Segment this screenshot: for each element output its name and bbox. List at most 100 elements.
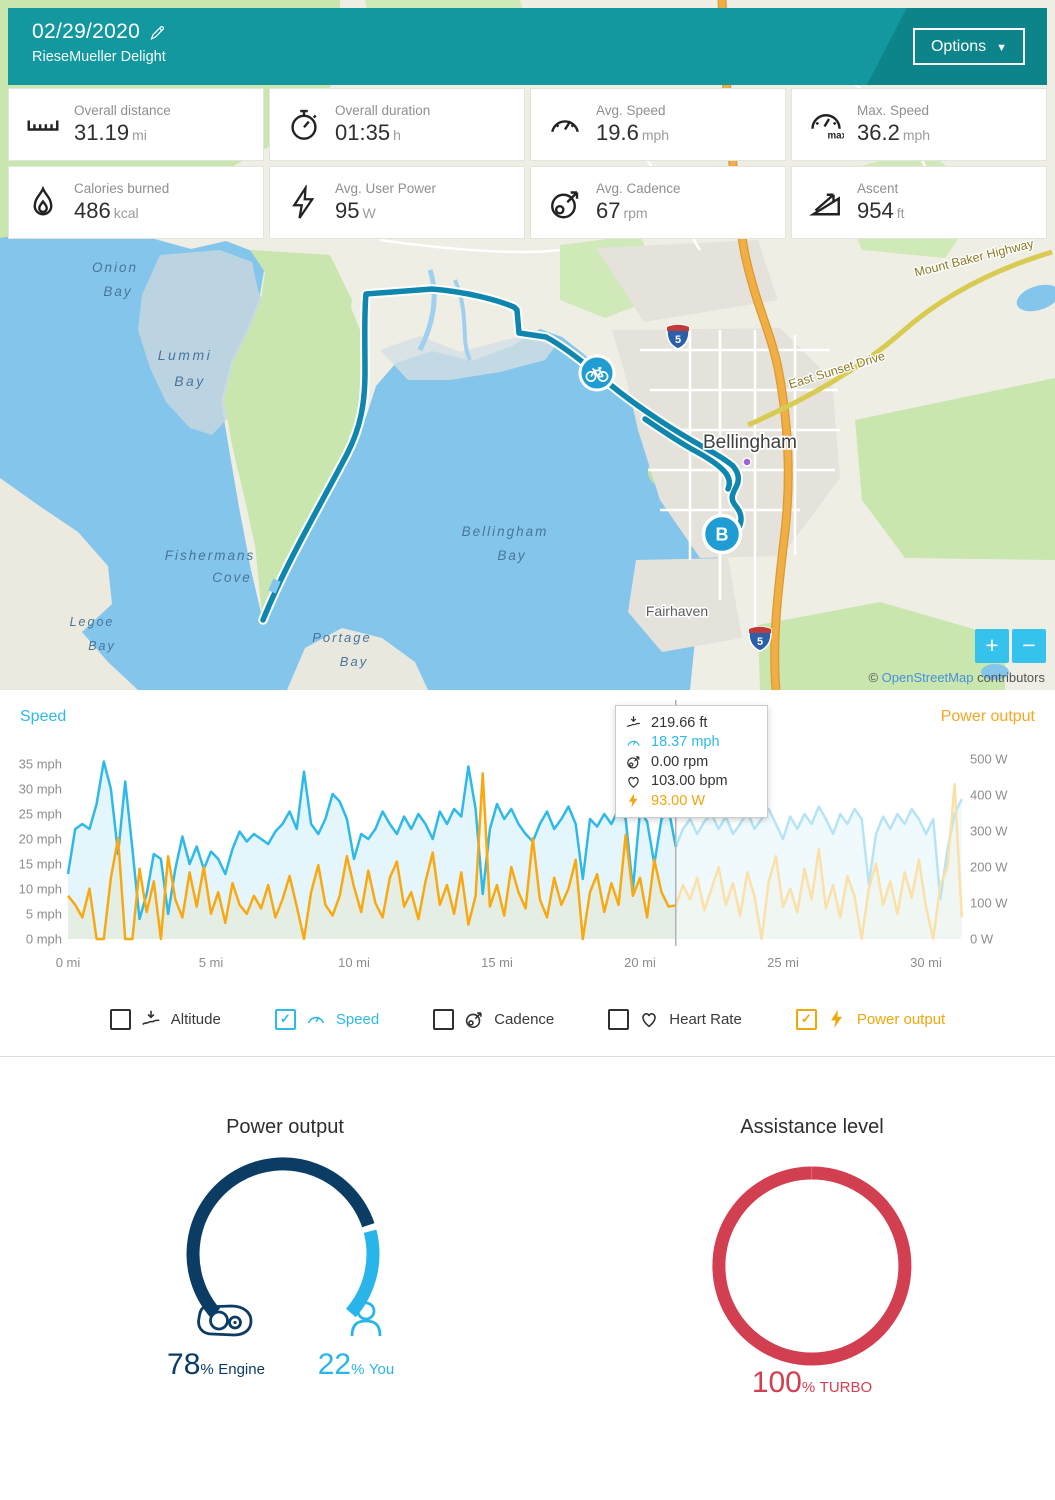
svg-text:0 W: 0 W [970, 932, 994, 947]
legend-toggle-heart-rate[interactable]: ✓ Heart Rate [608, 1008, 742, 1030]
svg-text:5: 5 [675, 334, 681, 346]
altitude-icon [626, 716, 641, 728]
attribution-suffix: contributors [973, 670, 1045, 685]
tooltip-speed-value: 18.37 mph [651, 734, 720, 751]
map-zoom-in-button[interactable]: + [975, 629, 1009, 663]
you-word: You [368, 1361, 395, 1378]
tooltip-heart-rate-row: 103.00 bpm [625, 772, 757, 792]
engine-percent-sign: % [200, 1361, 214, 1378]
power-icon [830, 1009, 842, 1029]
svg-text:Bay: Bay [497, 548, 526, 563]
cadence-checkbox[interactable]: ✓ [433, 1008, 455, 1030]
svg-text:Bay: Bay [174, 373, 206, 389]
svg-text:15 mi: 15 mi [481, 955, 513, 970]
svg-text:B: B [716, 525, 729, 545]
tooltip-power-value: 93.00 W [651, 792, 705, 809]
svg-text:100 W: 100 W [970, 896, 1008, 911]
stopwatch-icon [286, 107, 322, 143]
tooltip-cadence-row: 0.00 rpm [625, 752, 757, 772]
svg-text:25 mi: 25 mi [767, 955, 799, 970]
power-output-checkbox[interactable]: ✓ [795, 1008, 817, 1030]
edit-pencil-icon[interactable] [149, 24, 166, 41]
svg-text:10 mph: 10 mph [19, 882, 62, 897]
altitude-icon [141, 1010, 160, 1026]
svg-text:Bellingham: Bellingham [462, 524, 549, 539]
legend-toggle-speed[interactable]: ✓ Speed [274, 1008, 380, 1030]
legend-toggle-altitude[interactable]: ✓ Altitude [109, 1008, 221, 1030]
assistance-mode-word: TURBO [819, 1379, 873, 1396]
tooltip-power-row: 93.00 W [625, 791, 757, 811]
route-end-marker: B [701, 513, 743, 555]
legend-label: Speed [335, 1010, 380, 1028]
ascent-ramp-icon [808, 185, 844, 221]
stat-value: 36.2 [857, 120, 900, 145]
interstate-5-shield: 5 [666, 324, 690, 350]
cadence-icon [547, 185, 583, 221]
tooltip-altitude-row: 219.66 ft [625, 713, 757, 733]
speedometer-max-icon: max [808, 107, 848, 143]
altitude-checkbox[interactable]: ✓ [109, 1008, 131, 1030]
stat-card-overall-distance: Overall distance 31.19 mi [8, 88, 264, 161]
interstate-5-shield-south: 5 [748, 626, 772, 652]
speed-icon [307, 1016, 324, 1024]
stat-card-calories: Calories burned 486 kcal [8, 166, 264, 239]
svg-text:Lummi: Lummi [158, 347, 213, 363]
svg-text:5 mph: 5 mph [26, 907, 62, 922]
bike-name: RieseMueller Delight [32, 49, 166, 65]
stat-unit: h [393, 127, 401, 143]
stat-unit: mph [902, 127, 931, 143]
water-labels: Onion Bay Lummi Bay Bellingham Bay Fishe… [70, 260, 549, 669]
stat-card-avg-speed: Avg. Speed 19.6 mph [530, 88, 786, 161]
assistance-percent-sign: % [801, 1379, 816, 1396]
legend-toggle-power-output[interactable]: ✓ Power output [795, 1008, 945, 1030]
stat-value: 19.6 [596, 120, 639, 145]
ride-chart-section: Speed Power output 0 mph 5 mph 10 mph 15 mp… [0, 690, 1055, 1057]
legend-label: Altitude [170, 1010, 221, 1028]
cadence-icon [466, 1012, 482, 1029]
you-percent-sign: % [351, 1361, 365, 1378]
tooltip-cadence-value: 0.00 rpm [651, 753, 709, 770]
stat-label: Max. Speed [857, 103, 930, 118]
map-zoom-out-button[interactable]: − [1012, 629, 1046, 663]
you-share-label: 22% You [256, 1348, 456, 1382]
svg-text:35 mph: 35 mph [19, 757, 62, 772]
svg-text:200 W: 200 W [970, 860, 1008, 875]
svg-text:15 mph: 15 mph [19, 857, 62, 872]
options-button[interactable]: Options ▼ [912, 28, 1025, 65]
city-label-fairhaven: Fairhaven [646, 603, 708, 619]
power-output-gauge-title: Power output [226, 1116, 344, 1138]
stat-label: Calories burned [74, 181, 170, 196]
speed-icon [627, 740, 640, 746]
stat-value: 954 [857, 198, 894, 223]
heart-rate-checkbox[interactable]: ✓ [608, 1008, 630, 1030]
ride-date: 02/29/2020 [32, 20, 166, 44]
stat-card-overall-duration: Overall duration 01:35 h [269, 88, 525, 161]
assistance-level-label: 100% TURBO [712, 1366, 912, 1400]
tooltip-speed-row: 18.37 mph [625, 733, 757, 753]
svg-text:400 W: 400 W [970, 788, 1008, 803]
stat-value: 95 [335, 198, 360, 223]
svg-text:Legoe: Legoe [70, 615, 115, 629]
tooltip-heart-rate-value: 103.00 bpm [651, 773, 728, 790]
svg-text:30 mi: 30 mi [910, 955, 942, 970]
ride-stats-grid: Overall distance 31.19 mi Overall duration… [8, 88, 1047, 239]
engine-word: Engine [218, 1361, 265, 1378]
stat-value: 67 [596, 198, 621, 223]
speed-power-chart[interactable]: 0 mph 5 mph 10 mph 15 mph 20 mph 25 mph 30 mph… [0, 690, 1055, 990]
svg-text:30 mph: 30 mph [19, 782, 62, 797]
svg-text:0 mi: 0 mi [56, 955, 81, 970]
stat-unit: ft [896, 205, 905, 221]
svg-text:Fishermans: Fishermans [165, 548, 256, 563]
legend-toggle-cadence[interactable]: ✓ Cadence [433, 1008, 554, 1030]
stat-label: Avg. Cadence [596, 181, 681, 196]
openstreetmap-link[interactable]: OpenStreetMap [881, 670, 974, 685]
stat-unit: rpm [623, 205, 648, 221]
engine-percent-value: 78 [167, 1348, 201, 1381]
speed-checkbox[interactable]: ✓ [274, 1008, 296, 1030]
tooltip-altitude-value: 219.66 ft [651, 714, 708, 731]
engine-icon [197, 1304, 253, 1337]
heart-icon [642, 1012, 657, 1028]
stat-label: Overall duration [335, 103, 431, 118]
svg-text:25 mph: 25 mph [19, 807, 62, 822]
